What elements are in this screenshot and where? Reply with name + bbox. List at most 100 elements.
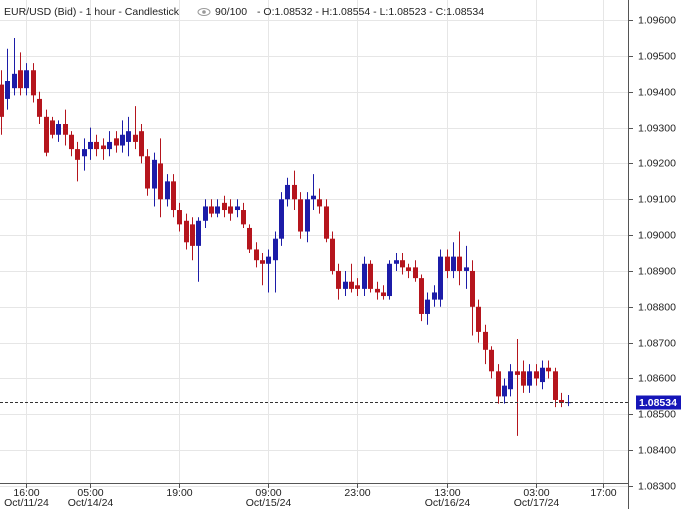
x-tick-label: 19:00: [166, 487, 192, 499]
candle-body: [483, 331, 488, 350]
candle-body: [515, 371, 520, 375]
candle-body: [101, 145, 106, 150]
candle-body: [266, 256, 271, 264]
x-tick-label: 09:00: [255, 487, 281, 499]
candle-body: [508, 371, 513, 390]
candle-body: [209, 206, 214, 214]
candles: [0, 37, 571, 436]
candle-body: [273, 238, 278, 261]
candle-body: [114, 138, 119, 146]
candle-body: [464, 267, 469, 271]
candle-body: [0, 84, 4, 117]
candle-body: [381, 292, 386, 297]
candle-body: [241, 210, 246, 225]
candle-body: [496, 371, 501, 397]
last-price-label: 1.08534: [639, 397, 677, 409]
candle-body: [330, 238, 335, 271]
zoom-level: 90/100: [215, 6, 247, 18]
candle-body: [165, 181, 170, 200]
candle-body: [120, 134, 125, 146]
candle-body: [279, 199, 284, 239]
candle-body: [413, 267, 418, 279]
candle-body: [534, 371, 539, 379]
candle-body: [285, 184, 290, 200]
candle-body: [139, 131, 144, 157]
candle-body: [107, 141, 112, 150]
y-tick-label: 1.08300: [638, 480, 676, 492]
candle-body: [432, 292, 437, 300]
candle-body: [419, 278, 424, 314]
x-tick-label: 13:00: [434, 487, 460, 499]
candle-body: [540, 367, 545, 383]
y-tick-label: 1.09200: [638, 157, 676, 169]
candle-body: [44, 116, 49, 153]
candle-body: [126, 131, 131, 142]
candle-body: [502, 385, 507, 397]
candle-body: [222, 202, 227, 211]
candle-body: [375, 288, 380, 293]
y-tick-label: 1.08500: [638, 408, 676, 420]
x-tick-date: Oct/15/24: [246, 497, 292, 509]
candle-body: [305, 199, 310, 232]
candle-body: [18, 70, 23, 89]
candle-body: [317, 199, 322, 207]
candle-body: [298, 199, 303, 232]
candle-body: [566, 402, 571, 404]
candle-body: [336, 270, 341, 289]
x-tick-label: 03:00: [523, 487, 549, 499]
x-tick-label: 17:00: [590, 487, 616, 499]
candle-body: [368, 263, 373, 289]
visibility-icon[interactable]: [197, 8, 211, 16]
x-tick-label: 05:00: [77, 487, 103, 499]
candle-body: [37, 98, 42, 117]
candle-body: [158, 163, 163, 200]
y-tick-label: 1.08900: [638, 265, 676, 277]
candle-body: [438, 256, 443, 300]
x-tick-label: 23:00: [344, 487, 370, 499]
candle-body: [349, 281, 354, 289]
candle-body: [94, 141, 99, 150]
candle-body: [203, 206, 208, 221]
candle-body: [394, 260, 399, 264]
y-tick-label: 1.08600: [638, 372, 676, 384]
candle-body: [5, 81, 10, 99]
y-tick-label: 1.09500: [638, 50, 676, 62]
candle-body: [177, 210, 182, 225]
candle-body: [324, 206, 329, 239]
candle-body: [75, 149, 80, 160]
candle-body: [152, 159, 157, 189]
candle-body: [445, 256, 450, 271]
candle-body: [215, 206, 220, 214]
y-tick-label: 1.08700: [638, 337, 676, 349]
y-tick-label: 1.09600: [638, 14, 676, 26]
candle-body: [476, 306, 481, 332]
x-tick-date: Oct/11/24: [4, 497, 49, 509]
x-tick-date: Oct/14/24: [68, 497, 114, 509]
candle-body: [50, 120, 55, 135]
candle-body: [171, 181, 176, 211]
candle-body: [82, 149, 87, 157]
candle-body: [254, 249, 259, 261]
y-tick-label: 1.08400: [638, 444, 676, 456]
candle-body: [451, 256, 456, 271]
candle-body: [362, 263, 367, 289]
candle-body: [247, 227, 252, 250]
candle-body: [457, 256, 462, 271]
candle-body: [145, 156, 150, 189]
candle-body: [228, 206, 233, 214]
last-price-tag: [636, 395, 681, 410]
candle-body: [24, 70, 29, 89]
candle-body: [406, 267, 411, 271]
ohlc-readout: - O:1.08532 - H:1.08554 - L:1.08523 - C:…: [257, 6, 484, 18]
candle-body: [355, 285, 360, 289]
candle-body: [546, 367, 551, 372]
candle-body: [56, 124, 61, 135]
grid: [0, 0, 628, 487]
candle-body: [400, 260, 405, 268]
candle-body: [527, 371, 532, 386]
x-tick-date: Oct/17/24: [514, 497, 560, 509]
candle-body: [12, 73, 17, 89]
x-tick-date: Oct/16/24: [425, 497, 471, 509]
candle-body: [489, 349, 494, 372]
